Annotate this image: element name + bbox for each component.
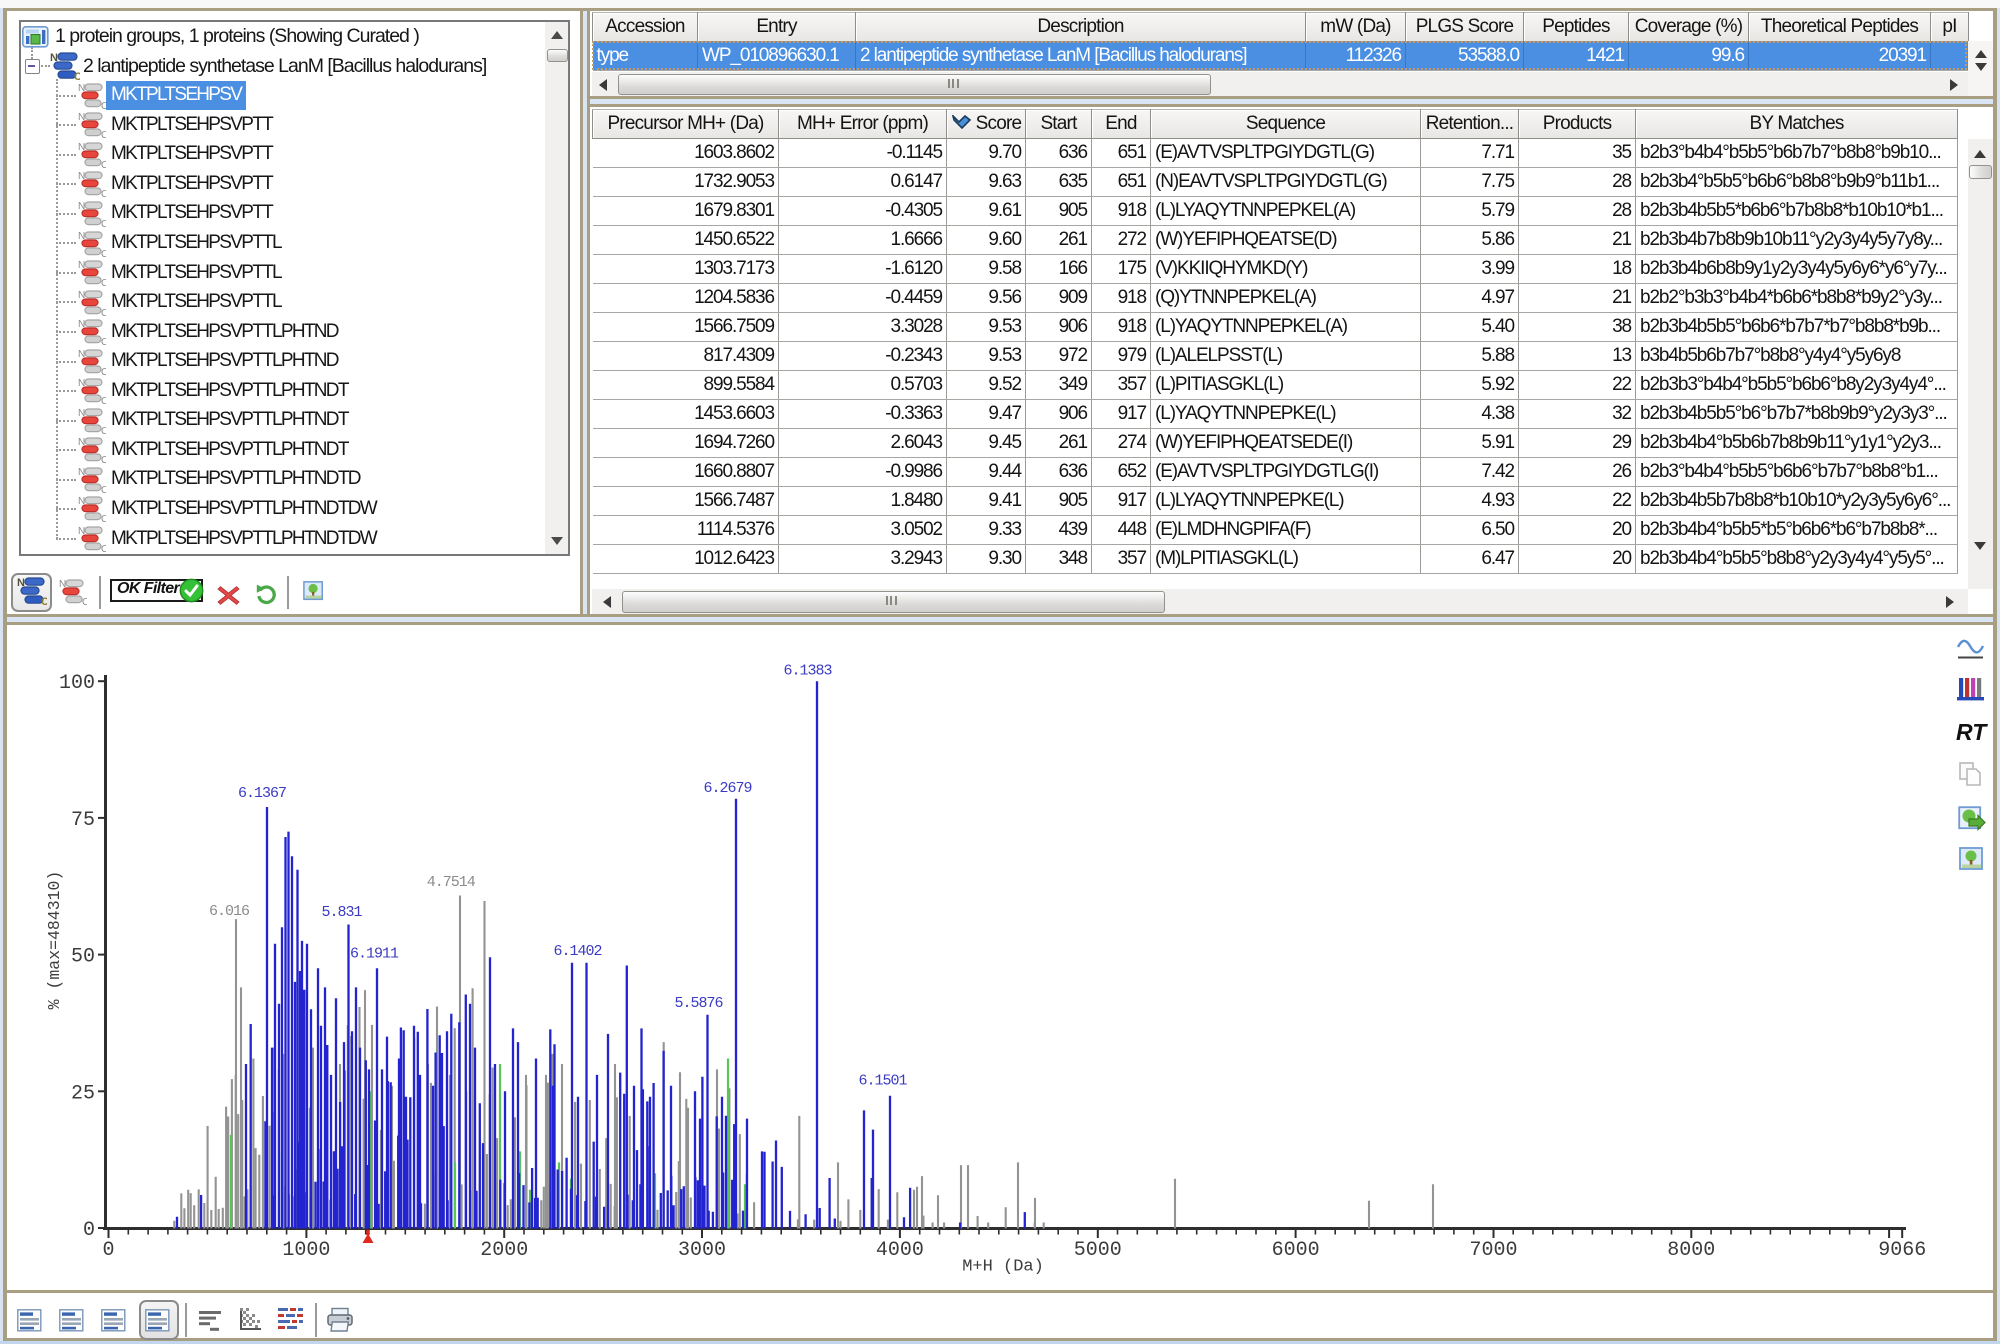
svg-text:N: N <box>59 579 66 590</box>
svg-text:N: N <box>78 349 85 360</box>
svg-text:N: N <box>78 526 85 537</box>
svg-text:6.1383: 6.1383 <box>783 663 832 680</box>
svg-text:C: C <box>101 130 106 138</box>
svg-text:N: N <box>78 437 85 448</box>
svg-text:N: N <box>78 231 85 242</box>
svg-text:25: 25 <box>71 1082 95 1105</box>
svg-text:7000: 7000 <box>1469 1239 1517 1262</box>
svg-text:N: N <box>78 319 85 330</box>
svg-text:N: N <box>17 577 25 589</box>
svg-text:N: N <box>78 83 85 94</box>
svg-text:4000: 4000 <box>876 1239 924 1262</box>
svg-text:N: N <box>78 290 85 301</box>
svg-text:N: N <box>78 201 85 212</box>
svg-text:C: C <box>101 308 106 316</box>
svg-text:N: N <box>50 52 58 64</box>
svg-text:75: 75 <box>71 809 95 832</box>
svg-text:C: C <box>74 71 80 80</box>
svg-text:C: C <box>101 160 106 168</box>
svg-text:5.5876: 5.5876 <box>674 995 723 1012</box>
svg-text:6.1501: 6.1501 <box>858 1073 907 1090</box>
svg-text:C: C <box>101 426 106 434</box>
svg-text:C: C <box>101 219 106 227</box>
svg-text:% (max=484310): % (max=484310) <box>45 871 64 1010</box>
svg-text:N: N <box>78 408 85 419</box>
svg-text:C: C <box>101 249 106 257</box>
svg-text:3000: 3000 <box>678 1239 726 1262</box>
svg-text:C: C <box>101 396 106 404</box>
svg-text:6000: 6000 <box>1272 1239 1320 1262</box>
svg-text:N: N <box>78 142 85 153</box>
svg-text:N: N <box>78 467 85 478</box>
svg-text:C: C <box>101 485 106 493</box>
svg-text:2000: 2000 <box>480 1239 528 1262</box>
svg-text:8000: 8000 <box>1667 1239 1715 1262</box>
svg-text:C: C <box>101 367 106 375</box>
svg-text:N: N <box>78 378 85 389</box>
svg-text:C: C <box>101 278 106 286</box>
svg-text:N: N <box>78 260 85 271</box>
svg-text:5.831: 5.831 <box>321 904 362 921</box>
svg-text:6.016: 6.016 <box>209 903 250 920</box>
svg-text:100: 100 <box>59 672 95 695</box>
svg-text:N: N <box>78 112 85 123</box>
svg-text:50: 50 <box>71 946 95 969</box>
svg-text:0: 0 <box>83 1219 95 1242</box>
svg-text:C: C <box>101 455 106 463</box>
svg-text:M+H (Da): M+H (Da) <box>962 1258 1044 1277</box>
svg-text:6.1367: 6.1367 <box>238 785 286 802</box>
svg-text:C: C <box>41 596 47 605</box>
svg-text:C: C <box>101 544 106 552</box>
svg-text:5000: 5000 <box>1074 1239 1122 1262</box>
svg-text:C: C <box>101 189 106 197</box>
svg-text:C: C <box>101 514 106 522</box>
svg-text:N: N <box>78 496 85 507</box>
svg-text:N: N <box>78 171 85 182</box>
svg-text:0: 0 <box>102 1239 114 1262</box>
svg-text:C: C <box>101 101 106 109</box>
svg-text:1000: 1000 <box>282 1239 330 1262</box>
svg-text:9066: 9066 <box>1878 1239 1926 1262</box>
svg-text:C: C <box>82 597 87 605</box>
svg-text:6.2679: 6.2679 <box>703 780 751 797</box>
svg-text:C: C <box>101 337 106 345</box>
svg-text:6.1911: 6.1911 <box>350 946 399 963</box>
svg-text:6.1402: 6.1402 <box>553 943 601 960</box>
svg-text:4.7514: 4.7514 <box>427 874 476 891</box>
